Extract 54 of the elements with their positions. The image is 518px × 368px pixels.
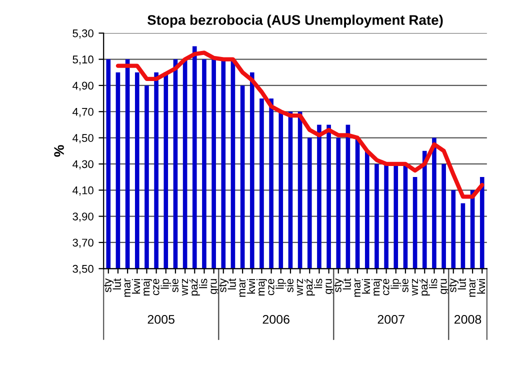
text: 2008 [454,314,482,324]
x-tick-label: lis [199,278,208,288]
x-tick-label: sie [285,278,294,292]
x-tick-label: mar [124,278,131,297]
x-tick-label: lip [276,278,286,289]
x-tick-label: wrz [412,278,418,296]
x-tick-label: lut [458,278,466,290]
x-tick-label: kwi [362,279,370,294]
y-tick-label: 3,90 [72,212,94,222]
text: 2006 [262,314,290,324]
x-tick-label: lip [390,278,402,289]
x-tick-label: mar [239,278,246,297]
x-tick-label: sty [219,278,229,292]
x-tick-label: lis [314,278,322,288]
x-tick-label: cze [383,278,390,296]
y-tick-label: 4,70 [72,108,94,118]
y-tick-label: 5,10 [72,56,94,65]
x-tick-label: mar [469,278,476,297]
text: 2005 [148,314,174,324]
x-tick-label: sie [170,278,178,292]
y-tick-label: 4,90 [72,82,94,91]
x-tick-label: mar [354,278,361,297]
x-tick-label: wrz [182,278,188,296]
y-tick-label: 3,50 [72,264,94,274]
x-tick-label: sie [400,278,408,292]
y-tick-label: 5,30 [72,29,94,39]
x-tick-label: lut [342,278,351,290]
x-tick-label: lip [160,278,172,289]
x-tick-label: sty [449,278,459,292]
x-tick-label: paź [189,278,200,296]
x-tick-label: lut [228,278,236,290]
x-tick-label: sty [334,278,344,292]
y-tick-label: 3,70 [72,238,94,248]
chart-title: Stopa bezrobocia (AUS Unemployment Rate) [148,14,443,28]
x-tick-label: cze [153,278,160,296]
x-tick-label: maj [256,279,267,296]
y-axis-title: % [54,145,64,157]
x-tick-label: kwi [246,279,256,294]
x-tick-label: kwi [132,279,140,294]
text: 2007 [378,314,404,324]
x-tick-label: maj [372,279,382,296]
x-tick-label: maj [142,279,152,296]
y-tick-label: 4,10 [72,186,94,196]
x-tick-label: lut [112,278,121,290]
x-tick-label: wrz [296,278,303,296]
y-tick-label: 4,30 [72,160,94,170]
x-tick-label: paź [304,278,315,296]
y-tick-label: 4,50 [72,134,94,144]
x-tick-label: paź [419,278,430,296]
x-tick-label: kwi [476,279,485,294]
x-tick-label: sty [104,278,114,292]
line-series [116,50,484,199]
x-tick-label: cze [268,278,274,296]
x-tick-label: lis [429,278,438,288]
